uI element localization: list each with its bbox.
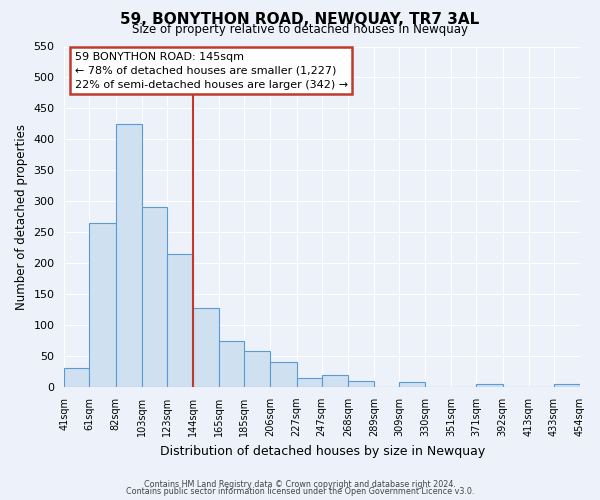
- Text: Contains public sector information licensed under the Open Government Licence v3: Contains public sector information licen…: [126, 487, 474, 496]
- Bar: [271, 362, 296, 387]
- Bar: [89, 223, 116, 387]
- Bar: [167, 254, 193, 387]
- Bar: [554, 384, 580, 387]
- Text: 59, BONYTHON ROAD, NEWQUAY, TR7 3AL: 59, BONYTHON ROAD, NEWQUAY, TR7 3AL: [121, 12, 479, 28]
- X-axis label: Distribution of detached houses by size in Newquay: Distribution of detached houses by size …: [160, 444, 485, 458]
- Bar: [64, 368, 89, 387]
- Text: 59 BONYTHON ROAD: 145sqm
← 78% of detached houses are smaller (1,227)
22% of sem: 59 BONYTHON ROAD: 145sqm ← 78% of detach…: [75, 52, 348, 90]
- Bar: [322, 374, 348, 387]
- Bar: [348, 381, 374, 387]
- Bar: [193, 308, 219, 387]
- Bar: [219, 340, 244, 387]
- Bar: [116, 124, 142, 387]
- Bar: [296, 378, 322, 387]
- Bar: [476, 384, 503, 387]
- Text: Size of property relative to detached houses in Newquay: Size of property relative to detached ho…: [132, 24, 468, 36]
- Bar: [142, 208, 167, 387]
- Bar: [244, 351, 271, 387]
- Bar: [399, 382, 425, 387]
- Text: Contains HM Land Registry data © Crown copyright and database right 2024.: Contains HM Land Registry data © Crown c…: [144, 480, 456, 489]
- Y-axis label: Number of detached properties: Number of detached properties: [15, 124, 28, 310]
